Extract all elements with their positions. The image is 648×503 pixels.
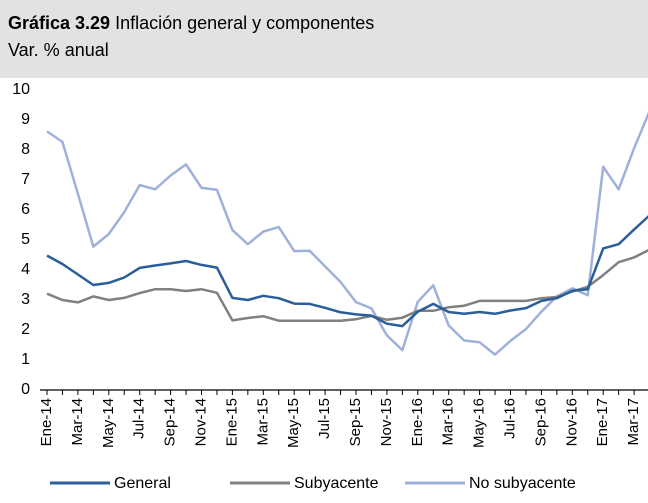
x-tick-label: Mar-15 [254, 398, 271, 446]
y-tick-label: 7 [21, 171, 30, 188]
chart-subtitle: Var. % anual [8, 40, 109, 60]
x-tick-label: Sep-14 [162, 398, 179, 446]
x-tick-label: Ene-16 [409, 398, 426, 446]
y-tick-label: 0 [21, 381, 30, 398]
x-tick-label: Ene-14 [38, 398, 55, 446]
x-tick-label: May-15 [285, 398, 302, 448]
x-tick-label: Jul-15 [316, 398, 333, 439]
x-tick-label: Nov-14 [192, 398, 209, 446]
x-tick-label: Sep-16 [532, 398, 549, 446]
y-tick-label: 10 [12, 81, 30, 98]
x-tick-label: Mar-17 [625, 398, 642, 446]
y-tick-label: 9 [21, 111, 30, 128]
x-tick-label: Jul-16 [501, 398, 518, 439]
x-tick-label: Nov-16 [563, 398, 580, 446]
y-tick-label: 4 [21, 261, 30, 278]
y-tick-label: 1 [21, 351, 30, 368]
x-tick-label: Ene-15 [223, 398, 240, 446]
y-tick-label: 2 [21, 321, 30, 338]
y-tick-label: 5 [21, 231, 30, 248]
series-line [46, 111, 648, 356]
y-tick-label: 8 [21, 141, 30, 158]
x-tick-label: May-16 [471, 398, 488, 448]
x-tick-label: Ene-17 [594, 398, 611, 446]
y-tick-label: 3 [21, 291, 30, 308]
title-text: Inflación general y componentes [115, 13, 374, 33]
series-line [46, 215, 648, 328]
x-tick-label: Mar-14 [69, 398, 86, 446]
title-number: Gráfica 3.29 [8, 13, 110, 33]
x-tick-label: Nov-15 [378, 398, 395, 446]
x-tick-label: Mar-16 [440, 398, 457, 446]
chart-title: Gráfica 3.29 Inflación general y componen… [8, 13, 374, 33]
legend-label: General [114, 475, 171, 492]
y-tick-label: 6 [21, 201, 30, 218]
legend-label: Subyacente [294, 475, 379, 492]
x-tick-label: Sep-15 [347, 398, 364, 446]
series-line [46, 248, 648, 322]
x-tick-label: May-14 [100, 398, 117, 448]
x-tick-label: Jul-14 [131, 398, 148, 439]
header-band [0, 0, 648, 78]
legend-label: No subyacente [469, 475, 576, 492]
